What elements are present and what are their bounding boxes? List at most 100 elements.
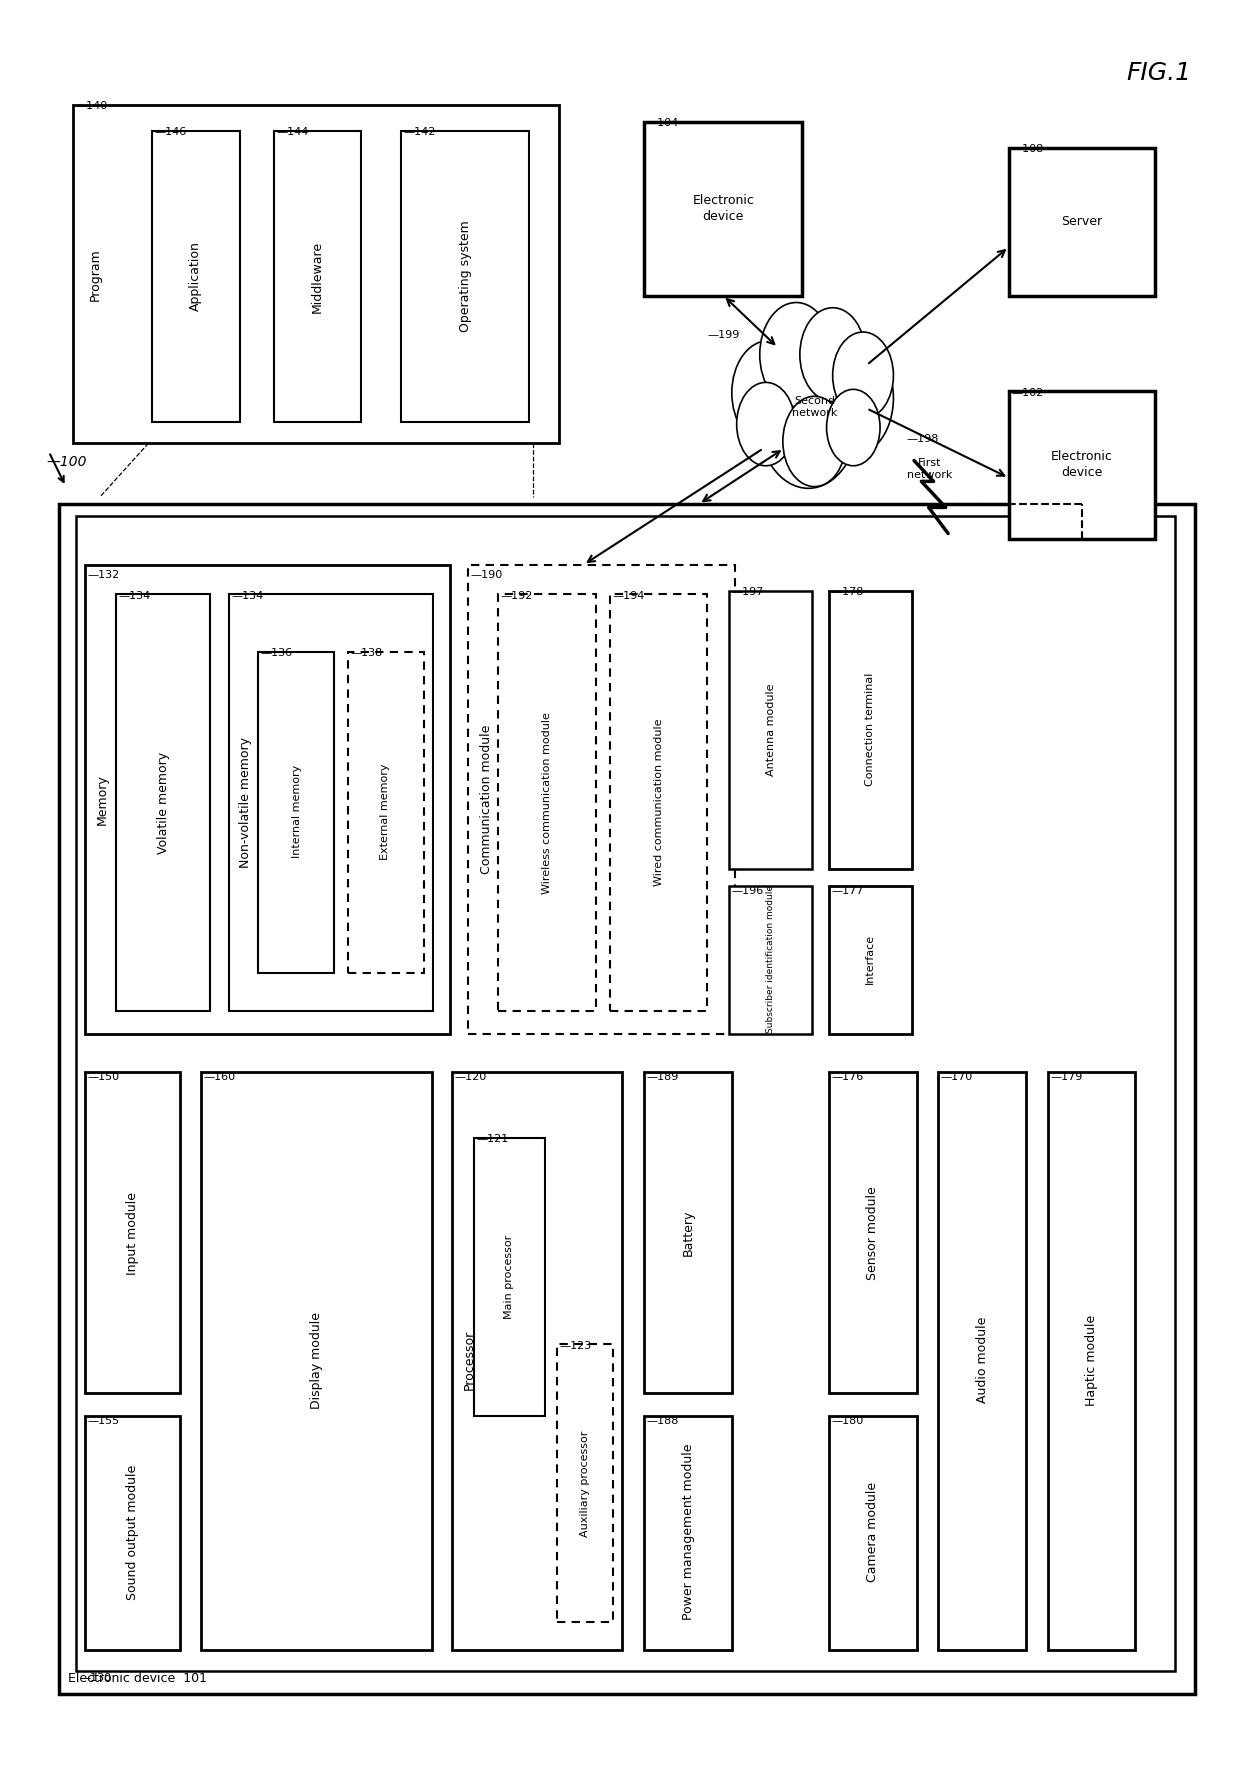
Text: —198: —198 — [906, 434, 939, 445]
Text: —100: —100 — [46, 455, 87, 470]
Text: —121: —121 — [476, 1134, 508, 1145]
Bar — [830, 886, 911, 1033]
Text: Battery: Battery — [682, 1210, 694, 1256]
Text: —150: —150 — [88, 1072, 120, 1083]
Text: Electronic
device: Electronic device — [692, 195, 754, 223]
Bar — [274, 131, 361, 422]
Bar — [453, 1072, 622, 1650]
Text: —188: —188 — [647, 1416, 680, 1426]
Text: Antenna module: Antenna module — [765, 684, 776, 776]
Text: —179: —179 — [1050, 1072, 1083, 1083]
Bar — [258, 652, 335, 973]
Text: —189: —189 — [647, 1072, 680, 1083]
Text: Processor: Processor — [463, 1331, 476, 1391]
Bar — [498, 594, 595, 1012]
Text: Main processor: Main processor — [505, 1235, 515, 1318]
Text: External memory: External memory — [381, 764, 391, 859]
Bar — [1009, 392, 1154, 539]
Text: —134: —134 — [118, 590, 150, 601]
Text: Sensor module: Sensor module — [867, 1187, 879, 1279]
Text: Volatile memory: Volatile memory — [156, 751, 170, 854]
Bar — [729, 590, 812, 868]
Circle shape — [827, 390, 880, 466]
Bar — [610, 594, 708, 1012]
Bar — [830, 590, 911, 868]
Bar — [347, 652, 424, 973]
Text: —123: —123 — [559, 1341, 591, 1350]
Bar — [645, 1416, 732, 1650]
Text: —190: —190 — [470, 571, 502, 579]
Text: Sound output module: Sound output module — [126, 1464, 139, 1600]
Bar — [73, 105, 559, 443]
Text: Auxiliary processor: Auxiliary processor — [580, 1430, 590, 1536]
Text: Power management module: Power management module — [682, 1444, 694, 1620]
Circle shape — [760, 303, 832, 408]
Text: —192: —192 — [501, 590, 533, 601]
Text: Second
network: Second network — [792, 395, 837, 418]
Text: —132: —132 — [88, 571, 120, 579]
Text: —142: —142 — [404, 128, 436, 136]
Text: Wireless communication module: Wireless communication module — [542, 712, 552, 893]
Bar — [1048, 1072, 1136, 1650]
Text: Haptic module: Haptic module — [1085, 1315, 1097, 1405]
Text: Non-volatile memory: Non-volatile memory — [239, 737, 252, 868]
Text: Interface: Interface — [866, 934, 875, 983]
Circle shape — [782, 397, 846, 487]
Text: —178: —178 — [832, 587, 864, 597]
Text: —120: —120 — [455, 1072, 487, 1083]
Text: —138: —138 — [350, 649, 382, 657]
Bar — [830, 1072, 916, 1393]
Text: —144: —144 — [277, 128, 309, 136]
Bar — [939, 1072, 1025, 1650]
Circle shape — [732, 340, 805, 445]
Text: Operating system: Operating system — [459, 220, 472, 333]
Text: —130: —130 — [79, 1673, 112, 1683]
Text: First
network: First network — [908, 459, 952, 480]
Bar — [86, 565, 450, 1033]
Text: Display module: Display module — [310, 1311, 322, 1409]
Circle shape — [813, 340, 893, 455]
Text: Program: Program — [88, 248, 102, 301]
Bar — [76, 516, 1176, 1671]
Text: —134: —134 — [231, 590, 263, 601]
Text: Camera module: Camera module — [867, 1481, 879, 1582]
Text: —146: —146 — [155, 128, 187, 136]
Bar — [467, 565, 735, 1033]
Text: Electronic
device: Electronic device — [1050, 450, 1112, 480]
Circle shape — [737, 383, 795, 466]
Text: —176: —176 — [832, 1072, 864, 1083]
Bar — [474, 1138, 544, 1416]
Bar — [228, 594, 433, 1012]
Bar — [645, 1072, 732, 1393]
Text: —102: —102 — [1012, 388, 1044, 397]
Circle shape — [800, 308, 866, 402]
Text: —180: —180 — [832, 1416, 864, 1426]
Text: Audio module: Audio module — [976, 1317, 988, 1403]
Circle shape — [833, 331, 893, 418]
Text: —197: —197 — [732, 587, 764, 597]
Text: Communication module: Communication module — [480, 725, 492, 874]
Bar — [729, 886, 812, 1033]
Text: Input module: Input module — [126, 1193, 139, 1274]
Text: —108: —108 — [1012, 145, 1044, 154]
Bar — [402, 131, 528, 422]
Text: —140: —140 — [76, 101, 108, 112]
Bar — [1009, 149, 1154, 296]
Text: —160: —160 — [203, 1072, 236, 1083]
Text: —199: —199 — [708, 330, 740, 340]
Circle shape — [758, 342, 859, 489]
Bar — [557, 1345, 613, 1623]
Text: Electronic device  101: Electronic device 101 — [68, 1671, 207, 1685]
Text: Application: Application — [190, 241, 202, 312]
Text: —136: —136 — [260, 649, 293, 657]
Text: Connection terminal: Connection terminal — [866, 673, 875, 787]
Text: Wired communication module: Wired communication module — [653, 719, 663, 886]
Text: Server: Server — [1061, 214, 1102, 229]
Text: —196: —196 — [732, 886, 764, 897]
Text: —177: —177 — [832, 886, 864, 897]
Bar — [645, 122, 802, 296]
Text: Memory: Memory — [95, 774, 109, 824]
Text: —170: —170 — [941, 1072, 973, 1083]
Bar — [153, 131, 239, 422]
Text: —194: —194 — [613, 590, 645, 601]
